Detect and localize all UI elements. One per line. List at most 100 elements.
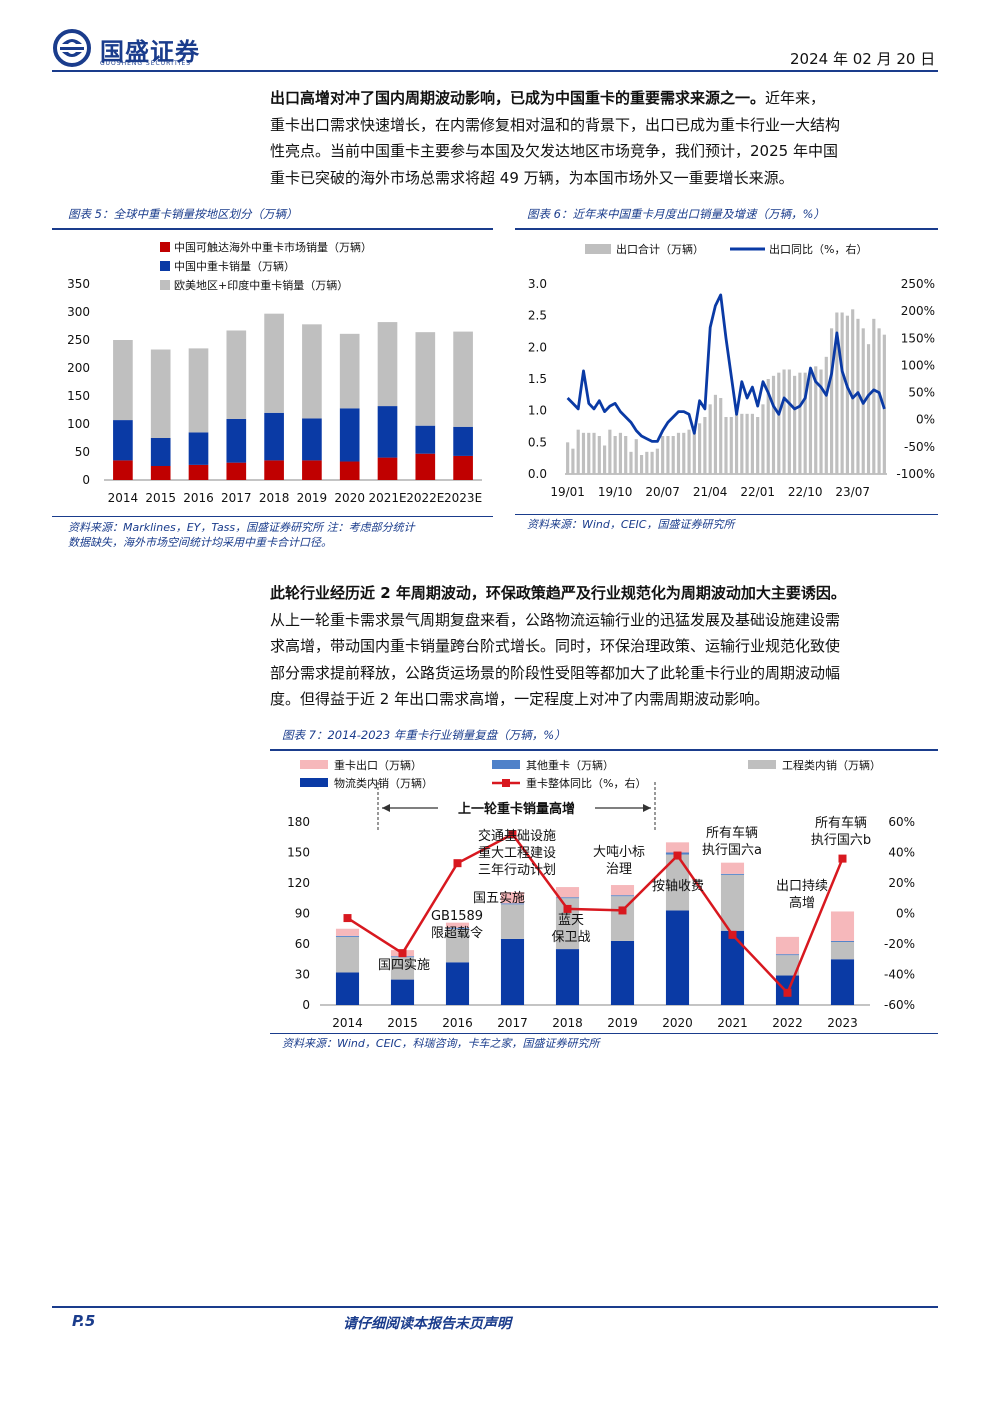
- fig6-title-rule: [515, 228, 938, 230]
- bar-segment: [415, 453, 436, 480]
- bar: [576, 429, 580, 474]
- line-marker: [343, 914, 352, 923]
- annotation-label: 按轴收费: [652, 879, 704, 894]
- annotation-label: 大吨小标: [593, 845, 645, 860]
- annotation-label: 出口持续: [776, 879, 828, 894]
- bar-segment: [610, 940, 635, 1005]
- x-tick-label: 2017: [221, 491, 252, 505]
- bar: [771, 375, 776, 474]
- bar-segment: [445, 922, 470, 928]
- bar-segment: [335, 972, 360, 1005]
- bar: [671, 436, 675, 474]
- line-marker: [783, 988, 792, 997]
- footer-rule: [52, 1306, 938, 1308]
- bar-segment: [390, 979, 415, 1005]
- bar: [851, 309, 855, 474]
- bar-segment: [720, 874, 745, 931]
- x-tick-label: 2014: [108, 491, 139, 505]
- paragraph-line: 度。但得益于近 2 年出口需求高增，一定程度上对冲了内需周期波动影响。: [270, 690, 770, 708]
- legend-label: 重卡整体同比（%，右）: [526, 776, 646, 790]
- bar: [745, 413, 749, 474]
- bar-segment: [264, 313, 284, 413]
- bar: [872, 318, 876, 474]
- y-tick-label: 150: [287, 846, 310, 860]
- bar-segment: [830, 940, 855, 942]
- bar: [661, 436, 665, 474]
- bar: [729, 417, 733, 474]
- bar: [814, 366, 818, 474]
- bar-segment: [113, 340, 133, 421]
- legend-label: 工程类内销（万辆）: [782, 758, 881, 772]
- annotation-label: 保卫战: [551, 930, 590, 945]
- y-tick-label: 200: [67, 361, 90, 375]
- annotation-label: 国五实施: [473, 891, 525, 906]
- fig5-chart: 中国可触达海外中重卡市场销量（万辆） 中国中重卡销量（万辆） 欧美地区+印度中重卡销…: [67, 240, 482, 505]
- y-tick-label: 60: [295, 937, 310, 951]
- bar-segment: [500, 938, 525, 1005]
- report-date: 2024 年 02 月 20 日: [790, 50, 936, 68]
- bar-segment: [415, 425, 436, 454]
- annotation-label: 所有车辆: [815, 815, 867, 831]
- bar: [692, 426, 696, 474]
- header-rule: [52, 70, 938, 72]
- x-tick-label: 23/07: [835, 485, 870, 499]
- x-tick-label: 2021: [717, 1016, 748, 1030]
- bar: [687, 429, 691, 474]
- bar-segment: [264, 412, 284, 461]
- legend-label: 出口同比（%，右）: [769, 242, 867, 256]
- bar-segment: [335, 935, 360, 937]
- x-tick-label: 2023: [827, 1016, 858, 1030]
- bar-segment: [500, 892, 525, 904]
- bar: [845, 315, 849, 474]
- y-tick-label: 3.0: [528, 277, 547, 291]
- legend-swatch: [160, 261, 170, 271]
- bar-segment: [720, 930, 745, 1005]
- bar-segment: [377, 322, 398, 407]
- bar: [740, 413, 744, 474]
- fig7-chart: 重卡出口（万辆） 其他重卡（万辆） 工程类内销（万辆） 物流类内销（万辆） 重卡整体同比…: [287, 758, 915, 1030]
- bar-segment: [500, 904, 525, 939]
- span-label: 上一轮重卡销量高增: [458, 801, 575, 817]
- bar-segment: [665, 842, 690, 853]
- y-tick-label: 30: [295, 968, 310, 982]
- bar-segment: [150, 349, 171, 438]
- logo-text: 国盛证券: [100, 38, 200, 66]
- annotation-label: 国四实施: [378, 958, 430, 973]
- y2-tick-label: 100%: [901, 358, 935, 372]
- bar-segment: [339, 408, 360, 462]
- bar: [666, 436, 670, 474]
- paragraph-line: 重卡已突破的海外市场总需求将超 49 万辆，为本国市场外又一重要增长来源。: [270, 168, 794, 187]
- span-arrowhead-left: [382, 804, 390, 812]
- bar: [645, 451, 649, 474]
- paragraph-cycle-lead: 此轮行业经历近 2 年周期波动，环保政策趋严及行业规范化为周期波动加大主要诱因。: [270, 584, 846, 602]
- legend-label: 中国可触达海外中重卡市场销量（万辆）: [174, 240, 372, 254]
- bar-segment: [302, 418, 322, 461]
- annotation-label: GB1589: [431, 909, 483, 924]
- fig6-bottom-rule: [515, 514, 938, 515]
- legend-swatch: [300, 760, 328, 769]
- bar: [761, 404, 765, 474]
- annotation-label: 执行国六b: [811, 833, 871, 848]
- annotation-label: 限超载令: [431, 926, 483, 941]
- bar: [624, 436, 628, 474]
- legend-label: 其他重卡（万辆）: [526, 758, 614, 772]
- x-tick-label: 2022E: [406, 491, 444, 505]
- legend-swatch: [585, 244, 611, 254]
- y-tick-label: 90: [295, 907, 310, 921]
- bar-segment: [500, 903, 525, 905]
- y-tick-label: 250: [67, 333, 90, 347]
- x-tick-label: 2016: [442, 1016, 473, 1030]
- bar-segment: [830, 941, 855, 960]
- series-line: [566, 293, 886, 443]
- logo: 国盛证券 GUOSHENG SECURITIES: [52, 28, 212, 68]
- bar: [724, 417, 728, 474]
- bar: [608, 429, 612, 474]
- bar: [734, 413, 739, 474]
- annotation-label: 蓝天: [558, 913, 584, 928]
- bar: [566, 442, 570, 474]
- bar-segment: [610, 895, 635, 897]
- bar-segment: [720, 873, 745, 875]
- y-tick-label: 120: [287, 876, 310, 890]
- bar: [766, 379, 770, 474]
- annotation-label: 治理: [606, 862, 632, 877]
